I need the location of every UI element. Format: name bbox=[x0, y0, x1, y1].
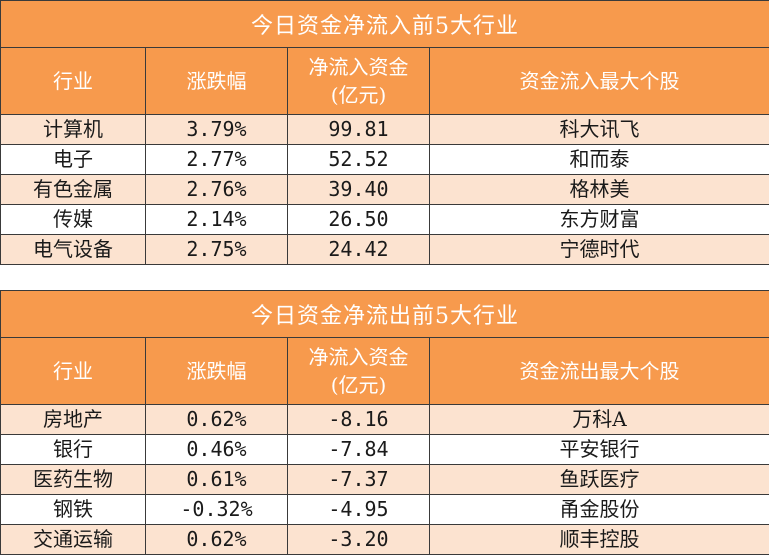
table-row: 有色金属 2.76% 39.40 格林美 bbox=[0, 174, 769, 205]
industry-cell: 电子 bbox=[0, 144, 146, 175]
change-cell: 2.77% bbox=[145, 144, 288, 175]
net-cell: -7.37 bbox=[287, 464, 430, 495]
top-stock-cell: 和而泰 bbox=[429, 144, 769, 175]
change-cell: 0.46% bbox=[145, 434, 288, 465]
inflow-header-net: 净流入资金 (亿元) bbox=[287, 47, 430, 115]
industry-cell: 计算机 bbox=[0, 114, 146, 145]
net-cell: 26.50 bbox=[287, 204, 430, 235]
top-stock-cell: 格林美 bbox=[429, 174, 769, 205]
outflow-header-industry: 行业 bbox=[0, 337, 146, 405]
net-cell: 39.40 bbox=[287, 174, 430, 205]
change-cell: 0.62% bbox=[145, 404, 288, 435]
industry-cell: 钢铁 bbox=[0, 494, 146, 525]
industry-cell: 医药生物 bbox=[0, 464, 146, 495]
industry-cell: 有色金属 bbox=[0, 174, 146, 205]
industry-cell: 银行 bbox=[0, 434, 146, 465]
inflow-header-top-stock: 资金流入最大个股 bbox=[429, 47, 769, 115]
top-stock-cell: 甬金股份 bbox=[429, 494, 769, 525]
outflow-table-title: 今日资金净流出前5大行业 bbox=[0, 290, 769, 338]
top-stock-cell: 鱼跃医疗 bbox=[429, 464, 769, 495]
inflow-table: 今日资金净流入前5大行业 行业 涨跌幅 净流入资金 (亿元) 资金流入最大个股 … bbox=[0, 0, 769, 265]
change-cell: 0.61% bbox=[145, 464, 288, 495]
outflow-header-net: 净流入资金 (亿元) bbox=[287, 337, 430, 405]
inflow-table-title: 今日资金净流入前5大行业 bbox=[0, 0, 769, 48]
net-cell: -7.84 bbox=[287, 434, 430, 465]
table-row: 钢铁 -0.32% -4.95 甬金股份 bbox=[0, 494, 769, 525]
inflow-header-industry: 行业 bbox=[0, 47, 146, 115]
table-row: 计算机 3.79% 99.81 科大讯飞 bbox=[0, 114, 769, 145]
outflow-header-net-line2: (亿元) bbox=[330, 373, 387, 397]
net-cell: -4.95 bbox=[287, 494, 430, 525]
industry-cell: 房地产 bbox=[0, 404, 146, 435]
table-row: 医药生物 0.61% -7.37 鱼跃医疗 bbox=[0, 464, 769, 495]
outflow-header-net-line1: 净流入资金 bbox=[308, 345, 409, 369]
outflow-table: 今日资金净流出前5大行业 行业 涨跌幅 净流入资金 (亿元) 资金流出最大个股 … bbox=[0, 290, 769, 555]
table-row: 传媒 2.14% 26.50 东方财富 bbox=[0, 204, 769, 235]
table-row: 银行 0.46% -7.84 平安银行 bbox=[0, 434, 769, 465]
table-row: 交通运输 0.62% -3.20 顺丰控股 bbox=[0, 524, 769, 555]
change-cell: 2.76% bbox=[145, 174, 288, 205]
change-cell: 2.75% bbox=[145, 234, 288, 265]
net-cell: -8.16 bbox=[287, 404, 430, 435]
top-stock-cell: 平安银行 bbox=[429, 434, 769, 465]
outflow-header-top-stock: 资金流出最大个股 bbox=[429, 337, 769, 405]
industry-cell: 传媒 bbox=[0, 204, 146, 235]
inflow-header-net-line2: (亿元) bbox=[330, 83, 387, 107]
inflow-header-net-line1: 净流入资金 bbox=[308, 55, 409, 79]
net-cell: -3.20 bbox=[287, 524, 430, 555]
industry-cell: 交通运输 bbox=[0, 524, 146, 555]
change-cell: -0.32% bbox=[145, 494, 288, 525]
top-stock-cell: 东方财富 bbox=[429, 204, 769, 235]
outflow-header-change: 涨跌幅 bbox=[145, 337, 288, 405]
top-stock-cell: 顺丰控股 bbox=[429, 524, 769, 555]
net-cell: 99.81 bbox=[287, 114, 430, 145]
industry-cell: 电气设备 bbox=[0, 234, 146, 265]
table-row: 房地产 0.62% -8.16 万科A bbox=[0, 404, 769, 435]
top-stock-cell: 宁德时代 bbox=[429, 234, 769, 265]
net-cell: 52.52 bbox=[287, 144, 430, 175]
top-stock-cell: 万科A bbox=[429, 404, 769, 435]
table-row: 电子 2.77% 52.52 和而泰 bbox=[0, 144, 769, 175]
change-cell: 3.79% bbox=[145, 114, 288, 145]
net-cell: 24.42 bbox=[287, 234, 430, 265]
table-row: 电气设备 2.75% 24.42 宁德时代 bbox=[0, 234, 769, 265]
top-stock-cell: 科大讯飞 bbox=[429, 114, 769, 145]
change-cell: 0.62% bbox=[145, 524, 288, 555]
change-cell: 2.14% bbox=[145, 204, 288, 235]
inflow-header-change: 涨跌幅 bbox=[145, 47, 288, 115]
